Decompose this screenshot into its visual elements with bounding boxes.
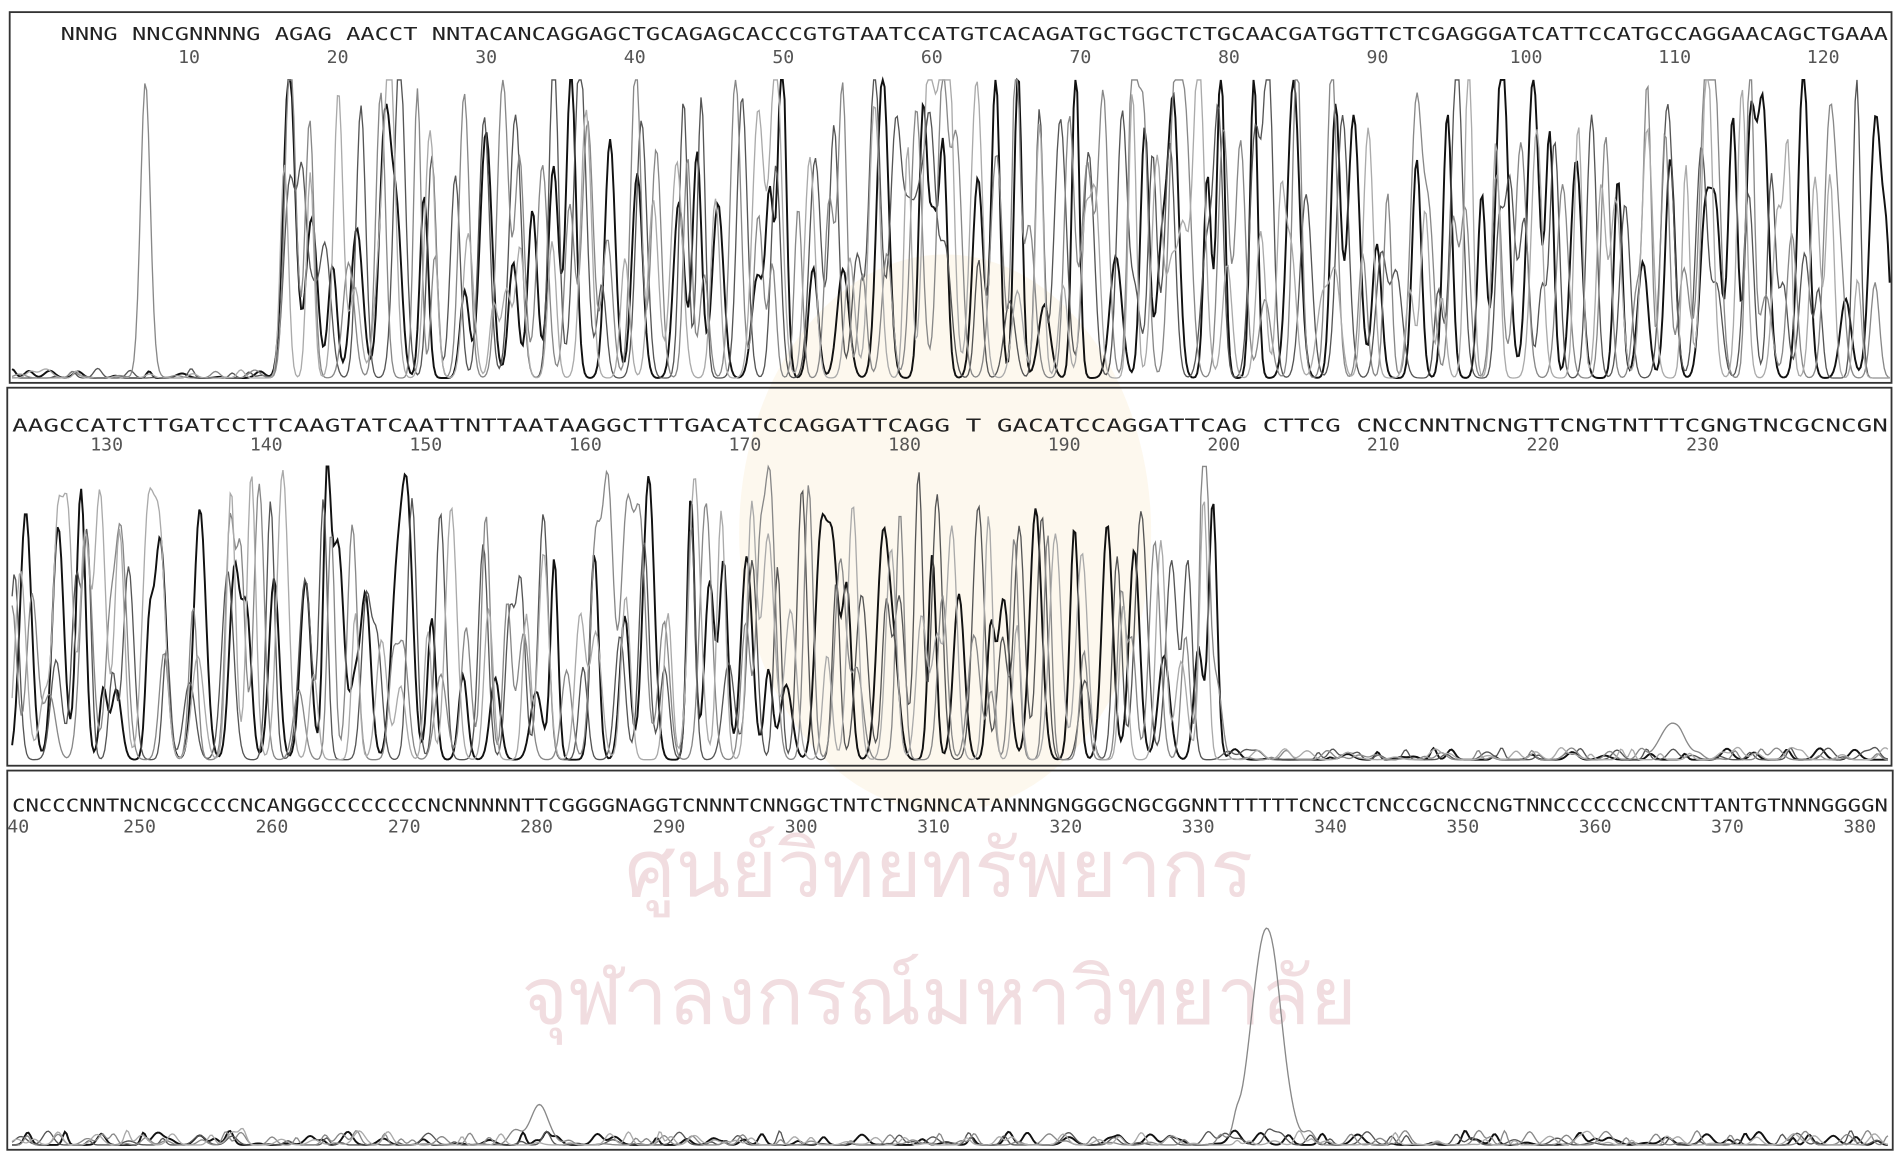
position-label: 310 xyxy=(917,816,950,837)
position-label: 270 xyxy=(388,816,421,837)
position-label: 30 xyxy=(475,47,497,68)
base-sequence: AAGCCATCTTGATCCTTCAAGTATCAATTNTTAATAAGGC… xyxy=(12,415,1888,436)
position-label: 230 xyxy=(1686,435,1719,456)
position-label: 90 xyxy=(1367,47,1389,68)
position-label: 100 xyxy=(1510,47,1543,68)
position-label: 150 xyxy=(409,435,442,456)
position-label: 280 xyxy=(520,816,553,837)
position-label: 370 xyxy=(1711,816,1744,837)
position-label: 340 xyxy=(1314,816,1347,837)
position-label: 40 xyxy=(624,47,646,68)
position-label: 130 xyxy=(90,435,123,456)
position-label: 260 xyxy=(256,816,289,837)
position-label: 70 xyxy=(1069,47,1091,68)
position-label: 380 xyxy=(1843,816,1876,837)
position-label: 120 xyxy=(1807,47,1840,68)
position-label: 320 xyxy=(1049,816,1082,837)
watermark-line: จุฬาลงกรณ์มหาวิทยาลัย xyxy=(521,950,1357,1045)
position-label: 110 xyxy=(1658,47,1691,68)
position-label: 160 xyxy=(569,435,602,456)
base-sequence: NNNG NNCGNNNNG AGAG AACCT NNTACANCAGGAGC… xyxy=(61,24,1888,45)
position-label: 210 xyxy=(1367,435,1400,456)
position-label: 350 xyxy=(1446,816,1479,837)
position-label: 20 xyxy=(327,47,349,68)
position-label: 190 xyxy=(1048,435,1081,456)
chromatogram-figure: ศูนย์วิทยทรัพยากร จุฬาลงกรณ์มหาวิทยาลัย … xyxy=(0,0,1900,1151)
position-label: 60 xyxy=(921,47,943,68)
base-sequence: CNCCCNNTNCNCGCCCCNCANGGCCCCCCCCNCNNNNNTT… xyxy=(12,796,1888,817)
position-label: 180 xyxy=(888,435,921,456)
position-label: 200 xyxy=(1207,435,1240,456)
position-label: 300 xyxy=(785,816,818,837)
position-label: 40 xyxy=(7,816,29,837)
position-label: 330 xyxy=(1182,816,1215,837)
position-label: 170 xyxy=(729,435,762,456)
position-label: 80 xyxy=(1218,47,1240,68)
position-label: 10 xyxy=(178,47,200,68)
position-label: 360 xyxy=(1579,816,1612,837)
position-label: 50 xyxy=(772,47,794,68)
position-label: 140 xyxy=(250,435,283,456)
position-label: 220 xyxy=(1527,435,1560,456)
position-label: 290 xyxy=(652,816,685,837)
position-label: 250 xyxy=(123,816,156,837)
